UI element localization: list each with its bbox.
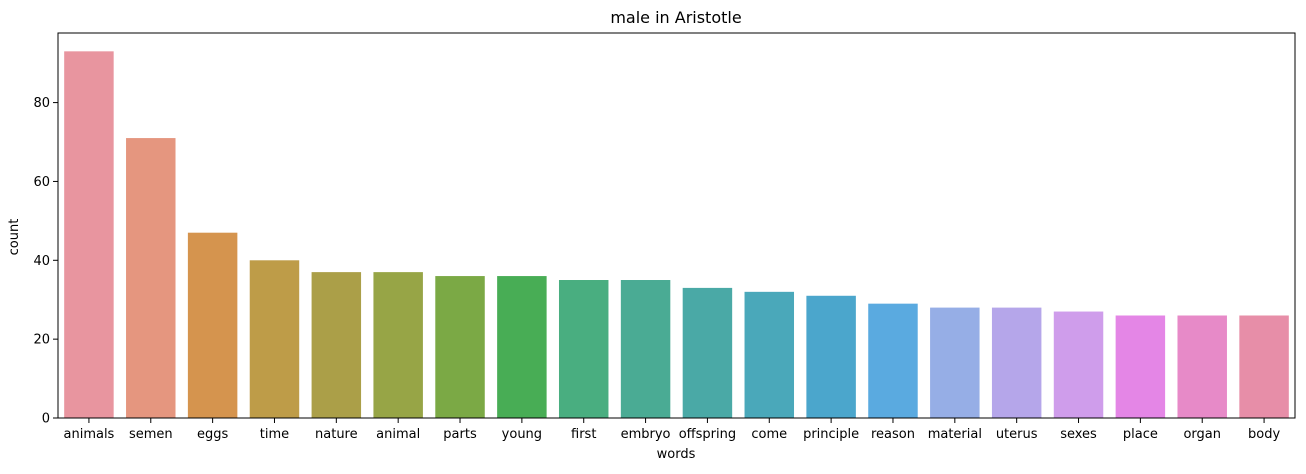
bar-parts: [435, 276, 485, 418]
bar-first: [558, 280, 609, 418]
bar-body: [1239, 315, 1289, 418]
bar-offspring: [682, 287, 733, 418]
plot-area: [57, 32, 1296, 419]
y-tick-label: 40: [33, 254, 50, 269]
y-tick-label: 0: [42, 412, 50, 427]
x-tick-label: animals: [64, 427, 115, 442]
x-tick-label: body: [1248, 427, 1280, 442]
bar-material: [930, 307, 980, 418]
x-tick-label: offspring: [679, 427, 736, 442]
x-tick-label: organ: [1183, 427, 1221, 442]
x-tick-label: uterus: [996, 427, 1038, 442]
bar-uterus: [991, 307, 1042, 418]
y-axis-label: count: [7, 219, 22, 256]
bar-time: [249, 260, 300, 418]
x-tick-label: eggs: [197, 427, 229, 442]
y-tick-label: 80: [33, 96, 50, 111]
y-tick-label: 60: [33, 175, 50, 190]
y-axis: 0 20 40 60 80: [33, 96, 58, 427]
x-tick-label: place: [1123, 427, 1158, 442]
chart-title: male in Aristotle: [610, 8, 741, 27]
x-tick-label: animal: [376, 427, 420, 442]
x-tick-label: sexes: [1060, 427, 1097, 442]
bar-organ: [1177, 315, 1227, 418]
x-tick-label: come: [751, 427, 787, 442]
x-tick-label: young: [502, 427, 542, 442]
bar-principle: [806, 295, 856, 418]
bar-eggs: [187, 232, 238, 418]
bar-animal: [373, 272, 423, 418]
x-tick-label: first: [571, 427, 596, 442]
plot-frame: [57, 32, 1296, 419]
bar-place: [1115, 315, 1166, 418]
x-tick-label: time: [260, 427, 289, 442]
bar-sexes: [1053, 311, 1104, 418]
bar-come: [744, 291, 795, 418]
x-tick-label: nature: [315, 427, 358, 442]
bar-embryo: [620, 280, 671, 418]
bar-animals: [64, 51, 114, 418]
x-tick-label: semen: [129, 427, 173, 442]
bar-young: [497, 276, 547, 418]
bar-reason: [868, 303, 918, 418]
x-axis-label: words: [657, 447, 696, 462]
x-tick-label: parts: [443, 427, 477, 442]
x-tick-label: embryo: [621, 427, 671, 442]
x-axis: animals semen eggs time nature animal parts you…: [64, 418, 1280, 442]
bar-nature: [311, 272, 362, 418]
x-tick-label: material: [928, 427, 982, 442]
y-tick-label: 20: [33, 333, 50, 348]
x-tick-label: reason: [871, 427, 915, 442]
x-tick-label: principle: [803, 427, 859, 442]
bar-semen: [126, 138, 176, 418]
